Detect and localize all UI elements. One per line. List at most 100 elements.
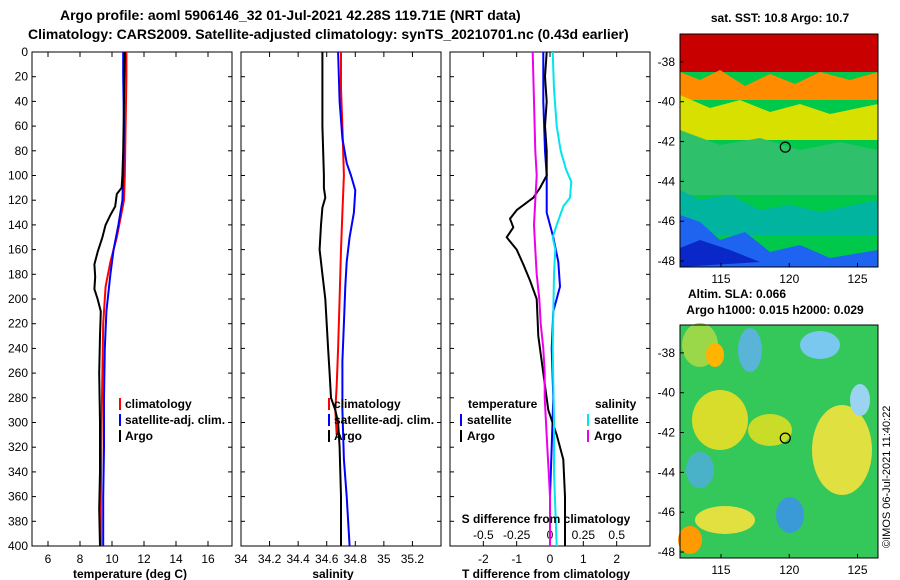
x-tick-label: 1: [580, 552, 587, 566]
sst-map: [679, 33, 879, 268]
difference-legend: temperature salinity satellite Argo sate…: [460, 397, 639, 443]
depth-tick-label: 400: [8, 539, 28, 553]
x-tick-label: 12: [137, 552, 151, 566]
sla-field-blob: [812, 405, 872, 495]
legend-label-s-argo: Argo: [594, 429, 622, 443]
series-line-t-satellite: [542, 52, 561, 546]
legend-label-satellite: satellite-adj. clim.: [125, 413, 225, 427]
depth-tick-label: 120: [8, 193, 28, 207]
x-tick-label: 34.4: [286, 552, 310, 566]
map-x-tick-label: 125: [848, 563, 868, 577]
legend-label-climatology: climatology: [334, 397, 401, 411]
x-tick-label: 14: [169, 552, 183, 566]
x-tick-label: 2: [613, 552, 620, 566]
sst-map-axes: 115 120 125 -38 -40 -42 -44 -46 -48: [658, 55, 868, 286]
sla-field-blob: [695, 506, 755, 534]
series-line-argo: [318, 52, 342, 546]
series-line-argo: [93, 52, 126, 546]
sst-field-warm-band: [680, 34, 878, 72]
series-line-s-argo: [531, 52, 551, 546]
legend-label-satellite: satellite-adj. clim.: [334, 413, 434, 427]
sla-map: [678, 323, 879, 559]
t-difference-xlabel: T difference from climatology: [462, 567, 630, 580]
x-tick-label: 10: [105, 552, 119, 566]
depth-tick-label: 220: [8, 317, 28, 331]
sla-map-axes: 115 120 125 -38 -40 -42 -44 -46 -48: [658, 346, 868, 577]
sst-map-title: sat. SST: 10.8 Argo: 10.7: [711, 11, 850, 25]
legend-label-argo: Argo: [334, 429, 362, 443]
temperature-xlabel: temperature (deg C): [73, 567, 187, 580]
sst-field-orange-band: [680, 70, 878, 100]
sla-field-blob: [678, 526, 702, 554]
sst-field-yellow-band: [680, 95, 878, 140]
legend-label-s-satellite: satellite: [594, 413, 639, 427]
x-tick-label: 34.6: [315, 552, 339, 566]
sla-field-blob: [748, 414, 792, 446]
depth-tick-label: 60: [15, 119, 29, 133]
depth-tick-label: 200: [8, 292, 28, 306]
depth-tick-label: 140: [8, 218, 28, 232]
temperature-x-axis: 6 8 10 12 14 16: [45, 52, 215, 566]
map-x-tick-label: 125: [848, 272, 868, 286]
sla-map-title: Altim. SLA: 0.066: [688, 287, 786, 301]
t-difference-x-axis: -2 -1 0 1 2: [478, 52, 620, 566]
salinity-x-axis: 34 34.2 34.4 34.6 34.8 35 35.2: [234, 52, 424, 566]
depth-tick-label: 40: [15, 94, 29, 108]
series-line-climatology: [334, 52, 345, 435]
depth-tick-label: 260: [8, 366, 28, 380]
sst-map-frame: [679, 33, 879, 268]
salinity-legend: climatology satellite-adj. clim. Argo: [328, 397, 434, 443]
depth-tick-label: 360: [8, 490, 28, 504]
sla-field-blob: [776, 497, 804, 533]
depth-tick-label: 300: [8, 416, 28, 430]
map-x-tick-label: 115: [711, 272, 730, 286]
x-tick-label: 35.2: [401, 552, 425, 566]
sst-field-deep-blue: [680, 240, 760, 267]
map-y-tick-label: -42: [658, 426, 676, 440]
series-line-climatology: [99, 52, 128, 546]
map-y-tick-label: -38: [658, 346, 676, 360]
depth-tick-label: 100: [8, 169, 28, 183]
series-line-satellite-adj-clim-: [337, 52, 357, 546]
top-tick-label: -0.5: [473, 528, 494, 542]
map-y-tick-label: -48: [658, 545, 676, 559]
x-tick-label: 34.2: [258, 552, 282, 566]
sla-field-blob: [738, 328, 762, 372]
series-line-t-argo: [505, 52, 566, 546]
depth-tick-label: 80: [15, 144, 29, 158]
sla-field-blob: [686, 452, 714, 488]
depth-tick-label: 280: [8, 391, 28, 405]
temperature-legend: climatology satellite-adj. clim. Argo: [119, 397, 225, 443]
sla-field-blob: [850, 384, 870, 416]
difference-series: [505, 52, 573, 546]
map-y-tick-label: -46: [658, 214, 676, 228]
map-x-tick-label: 115: [711, 563, 730, 577]
top-tick-label: 0.5: [608, 528, 625, 542]
depth-tick-label: 340: [8, 465, 28, 479]
map-y-tick-label: -48: [658, 254, 676, 268]
depth-tick-label: 0: [21, 45, 28, 59]
x-tick-label: 6: [45, 552, 52, 566]
x-tick-label: 34.8: [344, 552, 368, 566]
title-line-1: Argo profile: aoml 5906146_32 01-Jul-202…: [60, 7, 521, 23]
imos-credit: ©IMOS 06-Jul-2021 11:40:22: [881, 406, 893, 548]
series-line-satellite-adj-clim-: [102, 52, 125, 546]
argo-location-marker: [779, 432, 791, 444]
x-tick-label: -1: [511, 552, 522, 566]
map-y-tick-label: -44: [658, 465, 676, 479]
map-x-tick-label: 120: [779, 272, 799, 286]
temperature-panel-frame: [31, 51, 233, 547]
legend-label-t-argo: Argo: [467, 429, 495, 443]
x-tick-label: 8: [77, 552, 84, 566]
sla-field-blob: [800, 331, 840, 359]
map-y-tick-label: -38: [658, 55, 676, 69]
sst-field-teal-band: [680, 190, 878, 235]
sla-map-frame: [679, 324, 879, 559]
depth-tick-label: 240: [8, 341, 28, 355]
x-tick-label: 0: [547, 552, 554, 566]
map-x-tick-label: 120: [779, 563, 799, 577]
sla-field-blob: [706, 343, 724, 367]
map-y-tick-label: -42: [658, 135, 676, 149]
top-tick-label: -0.25: [503, 528, 531, 542]
